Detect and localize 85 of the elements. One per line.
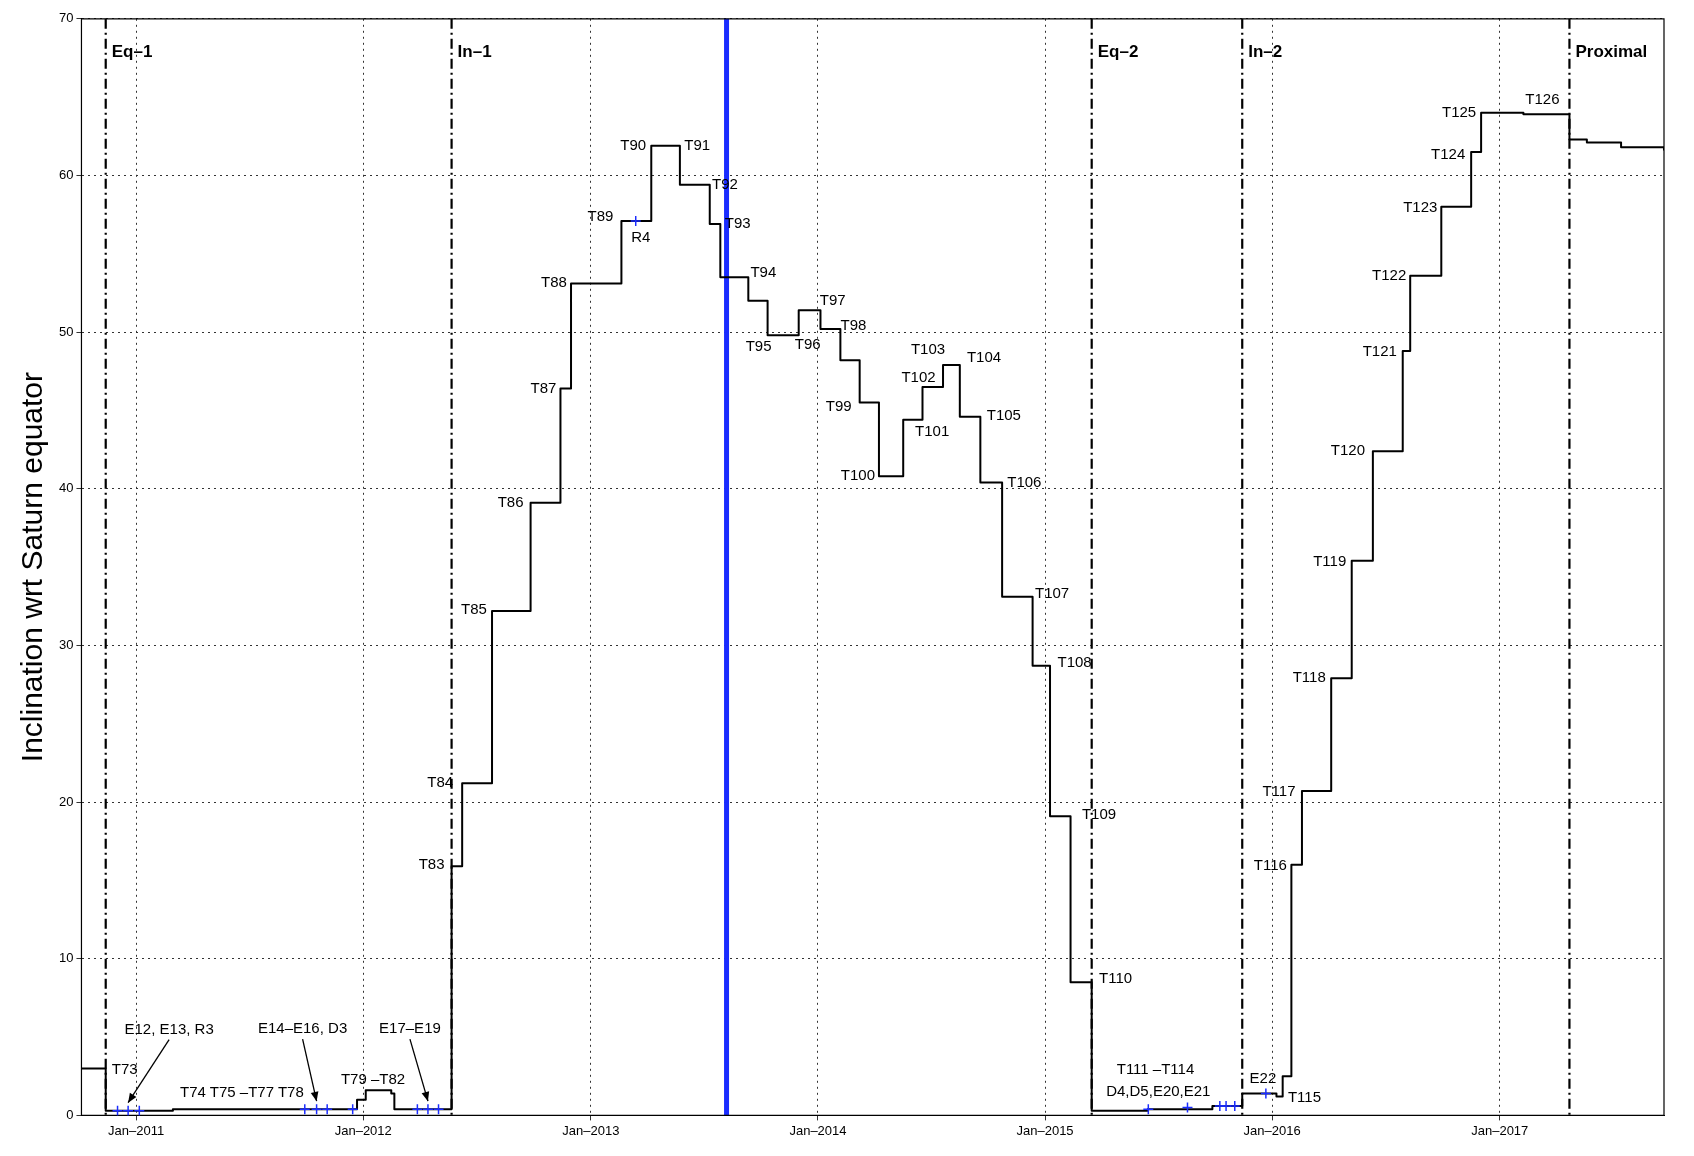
annotation: T96 (794, 335, 821, 353)
annotation: T125 (1442, 102, 1477, 120)
annotation: T119 (1313, 551, 1347, 569)
x-tick-label: Jan–2014 (789, 1122, 847, 1138)
annotation: T107 (1035, 584, 1070, 602)
annotation: T124 (1431, 145, 1466, 163)
annotation: T122 (1372, 265, 1407, 283)
point (411, 1103, 424, 1115)
annotation: T115 (1287, 1087, 1321, 1105)
annotation: E14–E16, D3 (257, 1019, 348, 1037)
x-tick-label: Jan–2013 (562, 1122, 620, 1138)
ref-line-label: Eq–1 (111, 42, 153, 62)
point (133, 1104, 146, 1116)
y-tick-label: 40 (58, 480, 74, 496)
point (122, 1104, 134, 1116)
ref-line-label: In–2 (1248, 42, 1283, 62)
annotation: T86 (497, 493, 524, 511)
point (629, 215, 642, 227)
point (1181, 1101, 1194, 1114)
point (346, 1103, 359, 1115)
annotation: D4,D5,E20,E21 (1106, 1082, 1211, 1100)
x-tick-label: Jan–2016 (1243, 1122, 1301, 1138)
annotation: T95 (745, 337, 772, 355)
y-tick-label: 20 (58, 793, 74, 809)
point (1229, 1100, 1241, 1112)
point (321, 1103, 333, 1115)
x-tick-label: Jan–2017 (1471, 1122, 1529, 1138)
annotation: T97 (819, 291, 846, 309)
annotation: T126 (1525, 89, 1560, 107)
point (310, 1103, 323, 1115)
annotation: T89 (587, 207, 614, 225)
annotation: T87 (530, 378, 557, 396)
annotation: T109 (1081, 805, 1117, 823)
annotation: E22 (1249, 1068, 1277, 1086)
annotation: T73 (111, 1059, 138, 1077)
annotation: T74 T75 –T77 T78 (180, 1083, 304, 1101)
point (111, 1104, 124, 1116)
annotation: T85 (461, 600, 487, 618)
y-tick-label: 70 (58, 10, 74, 26)
y-axis-title: Inclination wrt Saturn equator (15, 371, 49, 763)
annotation: T98 (840, 316, 867, 334)
annotation: T83 (418, 855, 445, 873)
annotation: T91 (684, 135, 711, 153)
point (422, 1103, 434, 1115)
annotation: T120 (1330, 441, 1365, 459)
annotation: T104 (966, 348, 1002, 366)
annotation: T123 (1403, 197, 1438, 215)
point (1142, 1103, 1155, 1115)
annotation: T110 (1099, 969, 1133, 987)
annotation: T84 (427, 773, 454, 791)
annotation: T79 –T82 (340, 1069, 406, 1087)
annotation: T100 (840, 466, 876, 484)
y-tick-label: 30 (58, 637, 74, 653)
ref-line-label: Eq–2 (1097, 42, 1139, 62)
x-tick-label: Jan–2015 (1016, 1122, 1074, 1138)
annotation: T90 (620, 135, 647, 153)
annotation: T121 (1362, 342, 1397, 360)
point (432, 1103, 445, 1115)
ref-line-label: In–1 (457, 42, 492, 62)
ref-line-label: Proximal (1575, 42, 1648, 62)
annotation: T99 (825, 396, 852, 414)
annotation: T106 (1007, 472, 1042, 490)
annotation: T88 (541, 272, 567, 290)
annotation: E17–E19 (379, 1019, 441, 1037)
x-tick-label: Jan–2011 (108, 1122, 165, 1138)
annotation: R4 (631, 228, 651, 246)
annotation: T101 (915, 421, 950, 439)
annotation: T111 –T114 (1116, 1059, 1195, 1077)
annotation: E12, E13, R3 (124, 1019, 214, 1037)
y-tick-label: 50 (58, 323, 74, 339)
y-tick-label: 60 (58, 167, 74, 183)
annotation: T117 (1262, 782, 1296, 800)
annotation: T108 (1057, 652, 1092, 670)
annotation: T116 (1253, 855, 1287, 873)
annotation: T103 (910, 340, 946, 358)
x-tick-label: Jan–2012 (334, 1122, 392, 1138)
annotation: T118 (1292, 668, 1326, 686)
point (1220, 1100, 1232, 1112)
y-tick-label: 0 (66, 1106, 74, 1122)
annotation: T105 (986, 405, 1021, 423)
point (1260, 1087, 1272, 1100)
annotation: T94 (750, 263, 777, 281)
y-tick-label: 10 (58, 950, 74, 966)
point (299, 1103, 311, 1115)
annotation: T102 (901, 368, 936, 386)
